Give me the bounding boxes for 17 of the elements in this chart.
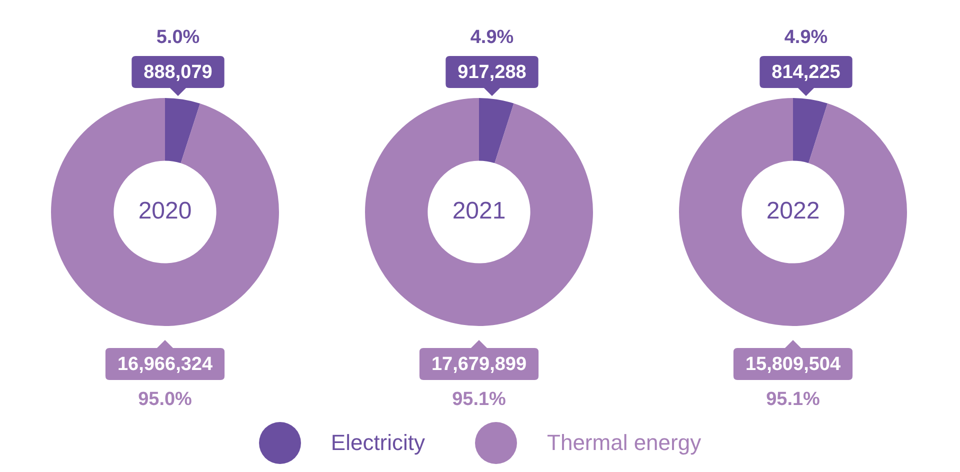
data-label: 16,966,324 xyxy=(117,354,213,376)
text: 5.0% xyxy=(156,27,200,48)
data-label: 814,225 xyxy=(772,62,841,84)
text: 4.9% xyxy=(470,27,514,48)
data-label: 917,288 xyxy=(458,62,526,84)
text: 4.9% xyxy=(784,27,828,48)
text: 95.1% xyxy=(452,389,506,410)
text: 95.1% xyxy=(766,389,820,410)
data-label: 17,679,899 xyxy=(431,354,527,376)
text: 95.0% xyxy=(138,389,192,410)
data-label: 15,809,504 xyxy=(745,354,841,376)
text: 2020 xyxy=(138,198,192,225)
text: 2021 xyxy=(452,198,506,225)
data-label: 888,079 xyxy=(144,62,212,84)
legend-label: Electricity xyxy=(330,430,426,456)
text: 2022 xyxy=(766,198,820,225)
legend-label: Thermal energy xyxy=(547,430,702,456)
